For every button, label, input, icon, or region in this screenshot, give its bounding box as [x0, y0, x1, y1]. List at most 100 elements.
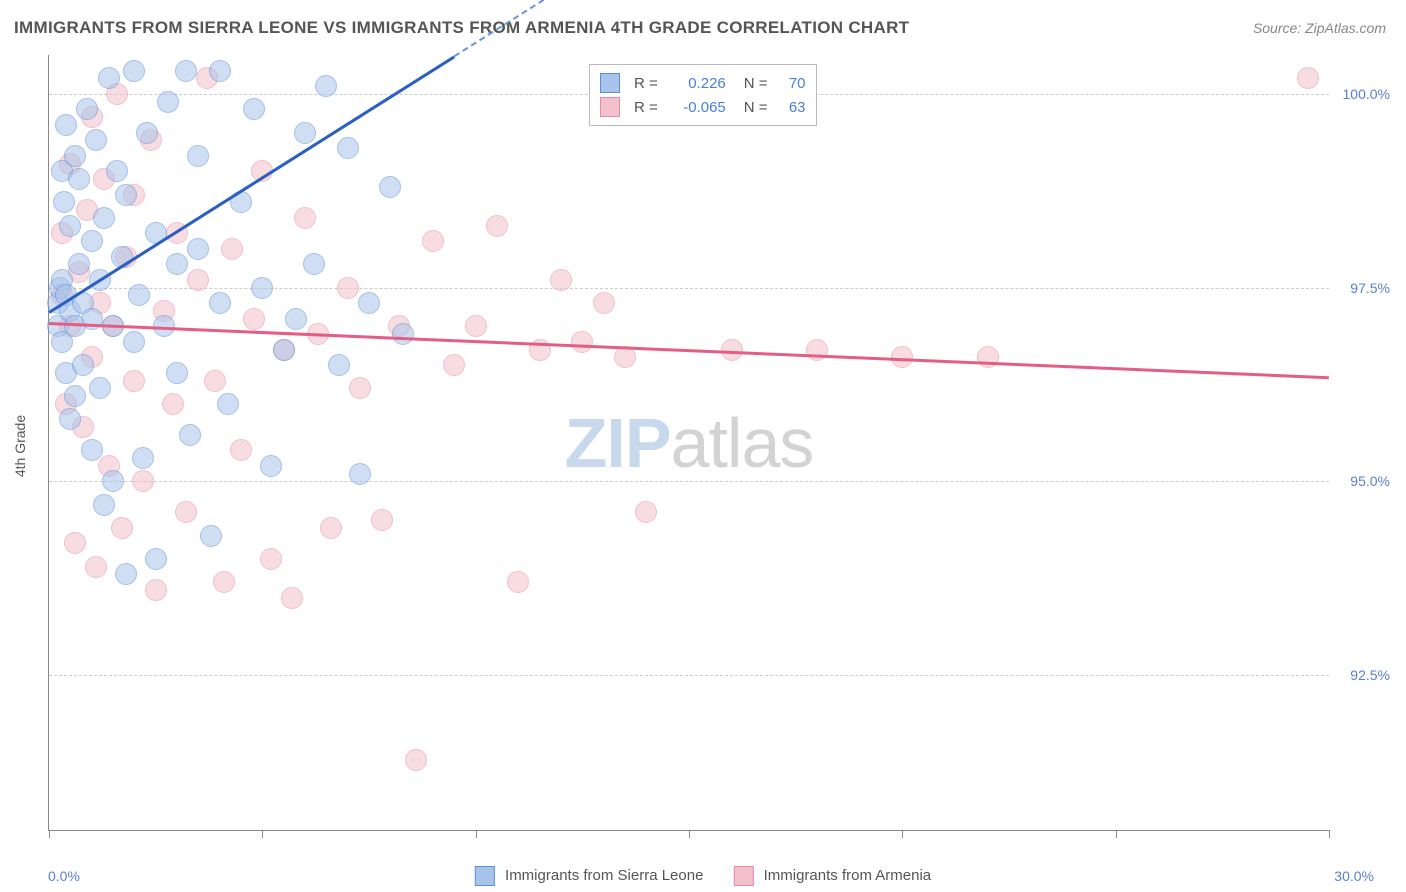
- watermark-atlas: atlas: [671, 404, 814, 482]
- scatter-point-sierra-leone: [179, 424, 201, 446]
- scatter-point-sierra-leone: [187, 238, 209, 260]
- scatter-point-armenia: [85, 556, 107, 578]
- scatter-point-sierra-leone: [93, 494, 115, 516]
- chart-container: IMMIGRANTS FROM SIERRA LEONE VS IMMIGRAN…: [0, 0, 1406, 892]
- y-tick-label: 100.0%: [1343, 86, 1390, 102]
- grid-line: [49, 288, 1329, 289]
- chart-title: IMMIGRANTS FROM SIERRA LEONE VS IMMIGRAN…: [14, 18, 909, 38]
- watermark-zip: ZIP: [565, 404, 671, 482]
- scatter-point-sierra-leone: [89, 377, 111, 399]
- x-tick: [262, 830, 263, 838]
- scatter-point-sierra-leone: [379, 176, 401, 198]
- x-tick: [49, 830, 50, 838]
- scatter-point-sierra-leone: [76, 98, 98, 120]
- scatter-point-sierra-leone: [200, 525, 222, 547]
- scatter-point-sierra-leone: [294, 122, 316, 144]
- scatter-point-sierra-leone: [358, 292, 380, 314]
- scatter-point-armenia: [230, 439, 252, 461]
- scatter-point-armenia: [977, 346, 999, 368]
- scatter-point-sierra-leone: [123, 331, 145, 353]
- legend-row: R =0.226N =70: [600, 71, 806, 95]
- scatter-point-sierra-leone: [136, 122, 158, 144]
- scatter-point-sierra-leone: [55, 114, 77, 136]
- r-label: R =: [634, 99, 658, 116]
- scatter-point-sierra-leone: [132, 447, 154, 469]
- scatter-point-armenia: [721, 339, 743, 361]
- scatter-point-sierra-leone: [128, 284, 150, 306]
- scatter-point-sierra-leone: [81, 439, 103, 461]
- x-tick: [689, 830, 690, 838]
- x-tick-label-max: 30.0%: [1334, 868, 1374, 884]
- scatter-point-armenia: [132, 470, 154, 492]
- scatter-point-sierra-leone: [273, 339, 295, 361]
- scatter-point-armenia: [571, 331, 593, 353]
- scatter-point-sierra-leone: [392, 323, 414, 345]
- scatter-point-armenia: [422, 230, 444, 252]
- scatter-point-armenia: [1297, 67, 1319, 89]
- grid-line: [49, 481, 1329, 482]
- scatter-point-sierra-leone: [81, 230, 103, 252]
- scatter-point-sierra-leone: [68, 253, 90, 275]
- scatter-point-sierra-leone: [115, 563, 137, 585]
- scatter-point-armenia: [550, 269, 572, 291]
- scatter-point-sierra-leone: [166, 362, 188, 384]
- scatter-point-armenia: [349, 377, 371, 399]
- scatter-point-armenia: [145, 579, 167, 601]
- scatter-point-sierra-leone: [85, 129, 107, 151]
- y-tick-label: 95.0%: [1350, 473, 1390, 489]
- scatter-point-sierra-leone: [285, 308, 307, 330]
- scatter-point-armenia: [204, 370, 226, 392]
- y-tick-label: 92.5%: [1350, 667, 1390, 683]
- legend-swatch: [600, 73, 620, 93]
- scatter-point-armenia: [111, 517, 133, 539]
- y-axis-label: 4th Grade: [12, 415, 28, 477]
- scatter-point-armenia: [243, 308, 265, 330]
- plot-area: ZIPatlas R =0.226N =70R =-0.065N =63: [48, 55, 1329, 831]
- x-tick: [1116, 830, 1117, 838]
- x-tick: [1329, 830, 1330, 838]
- scatter-point-armenia: [162, 393, 184, 415]
- scatter-point-sierra-leone: [123, 60, 145, 82]
- legend-swatch: [600, 97, 620, 117]
- legend-swatch-blue: [475, 866, 495, 886]
- scatter-point-armenia: [221, 238, 243, 260]
- n-label: N =: [744, 75, 768, 92]
- scatter-point-armenia: [64, 532, 86, 554]
- scatter-point-sierra-leone: [328, 354, 350, 376]
- scatter-point-armenia: [465, 315, 487, 337]
- scatter-point-sierra-leone: [303, 253, 325, 275]
- scatter-point-sierra-leone: [166, 253, 188, 275]
- trend-line: [49, 322, 1329, 379]
- scatter-point-sierra-leone: [145, 548, 167, 570]
- scatter-point-sierra-leone: [217, 393, 239, 415]
- x-tick: [902, 830, 903, 838]
- scatter-point-armenia: [593, 292, 615, 314]
- scatter-point-sierra-leone: [102, 470, 124, 492]
- y-tick-label: 97.5%: [1350, 280, 1390, 296]
- legend-item-sierra-leone: Immigrants from Sierra Leone: [475, 866, 704, 886]
- scatter-point-sierra-leone: [187, 145, 209, 167]
- x-tick: [476, 830, 477, 838]
- scatter-point-armenia: [405, 749, 427, 771]
- r-value: 0.226: [666, 75, 726, 92]
- scatter-point-sierra-leone: [337, 137, 359, 159]
- scatter-point-armenia: [294, 207, 316, 229]
- legend-item-armenia: Immigrants from Armenia: [733, 866, 931, 886]
- scatter-point-armenia: [635, 501, 657, 523]
- scatter-point-sierra-leone: [243, 98, 265, 120]
- scatter-point-armenia: [337, 277, 359, 299]
- scatter-point-armenia: [281, 587, 303, 609]
- n-label: N =: [744, 99, 768, 116]
- scatter-point-armenia: [123, 370, 145, 392]
- scatter-point-sierra-leone: [175, 60, 197, 82]
- legend-bottom: Immigrants from Sierra Leone Immigrants …: [475, 866, 931, 886]
- scatter-point-sierra-leone: [72, 354, 94, 376]
- scatter-point-armenia: [260, 548, 282, 570]
- scatter-point-sierra-leone: [260, 455, 282, 477]
- scatter-point-sierra-leone: [64, 145, 86, 167]
- scatter-point-sierra-leone: [68, 168, 90, 190]
- legend-label: Immigrants from Sierra Leone: [505, 867, 703, 884]
- scatter-point-armenia: [486, 215, 508, 237]
- scatter-point-sierra-leone: [115, 184, 137, 206]
- grid-line: [49, 675, 1329, 676]
